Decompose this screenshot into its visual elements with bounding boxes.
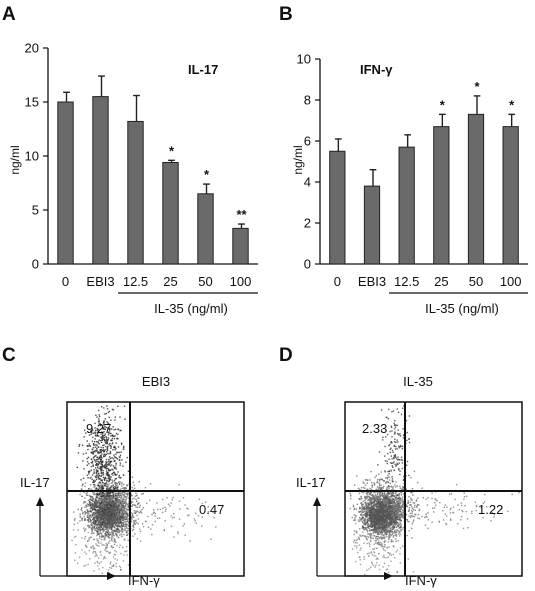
bar-ebi3 (363, 185, 381, 265)
flow-c-y-label: IL-17 (20, 475, 50, 490)
bar-0 (57, 101, 74, 265)
y-tick-label: 10 (25, 149, 39, 164)
x-tick-label: 0 (334, 274, 341, 289)
y-tick-label: 6 (304, 134, 311, 149)
y-tick-label: 0 (304, 257, 311, 272)
y-tick-label: 0 (32, 257, 39, 272)
x-tick-label: 12.5 (123, 274, 148, 289)
y-tick-label: 4 (304, 175, 311, 190)
flow-c-title: EBI3 (142, 374, 170, 389)
panel-label-a: A (2, 4, 16, 25)
flow-c-frame (66, 401, 245, 577)
panel-label-d: D (279, 345, 293, 366)
significance-marker: * (440, 97, 446, 112)
panel-label-c: C (2, 345, 16, 366)
significance-marker: ** (236, 207, 247, 222)
ebi3-flow-plot: EBI3 9.27 0.47 IL-17 IFN-γ (20, 374, 245, 588)
y-tick-label: 5 (32, 203, 39, 218)
significance-marker: * (169, 143, 175, 158)
chart-b-title: IFN-γ (360, 62, 393, 77)
flow-d-x-label: IFN-γ (405, 573, 437, 588)
bar-12-5 (398, 146, 415, 265)
flow-c-lower-right-value: 0.47 (199, 502, 224, 517)
chart-a-y-label: ng/ml (8, 145, 22, 174)
significance-marker: * (509, 97, 515, 112)
bar-50 (197, 193, 214, 265)
flow-c-upper-left-value: 9.27 (86, 421, 111, 436)
y-tick-label: 10 (297, 52, 311, 67)
y-tick-label: 15 (25, 95, 39, 110)
x-tick-label: EBI3 (86, 274, 114, 289)
bar-100 (502, 126, 519, 265)
flow-d-title: IL-35 (403, 374, 433, 389)
flow-d-x-arrowhead (384, 572, 393, 580)
x-tick-label: 25 (434, 274, 448, 289)
flow-c-y-arrowhead (36, 497, 44, 506)
x-tick-label: EBI3 (358, 274, 386, 289)
y-tick-label: 2 (304, 216, 311, 231)
x-tick-label: 50 (469, 274, 483, 289)
flow-d-y-arrowhead (313, 497, 321, 506)
flow-d-frame (344, 401, 523, 577)
bar-25 (162, 161, 179, 265)
significance-marker: * (204, 167, 210, 182)
chart-b-group-label: IL-35 (ng/ml) (425, 301, 499, 316)
flow-c-x-arrowhead (107, 572, 116, 580)
bar-ebi3 (92, 96, 109, 265)
chart-b-y-label: ng/ml (291, 145, 305, 174)
x-tick-label: 100 (500, 274, 522, 289)
chart-a-group-label: IL-35 (ng/ml) (154, 301, 228, 316)
significance-marker: * (474, 79, 480, 94)
il35-flow-plot: IL-35 2.33 1.22 IL-17 IFN-γ (296, 374, 523, 588)
flow-c-x-label: IFN-γ (128, 573, 160, 588)
flow-d-events (349, 405, 520, 576)
x-tick-label: 25 (163, 274, 177, 289)
flow-d-lower-right-value: 1.22 (478, 502, 503, 517)
chart-a-title: IL-17 (188, 62, 218, 77)
flow-d-upper-left-value: 2.33 (362, 421, 387, 436)
y-tick-label: 8 (304, 93, 311, 108)
bar-50 (467, 113, 485, 265)
panel-label-b: B (279, 4, 293, 25)
bar-100 (232, 227, 249, 265)
x-tick-label: 50 (198, 274, 212, 289)
x-tick-label: 12.5 (394, 274, 419, 289)
ifng-bar-chart: IFN-γ ng/ml 0 2 4 6 8 10 * * * 0 EBI3 12.5 25 50 100… (291, 52, 528, 316)
bar-12-5 (127, 120, 144, 265)
bar-25 (433, 126, 450, 265)
x-tick-label: 0 (62, 274, 69, 289)
bar-0 (329, 150, 346, 265)
x-tick-label: 100 (230, 274, 252, 289)
y-tick-label: 20 (25, 41, 39, 56)
flow-d-y-label: IL-17 (296, 475, 326, 490)
